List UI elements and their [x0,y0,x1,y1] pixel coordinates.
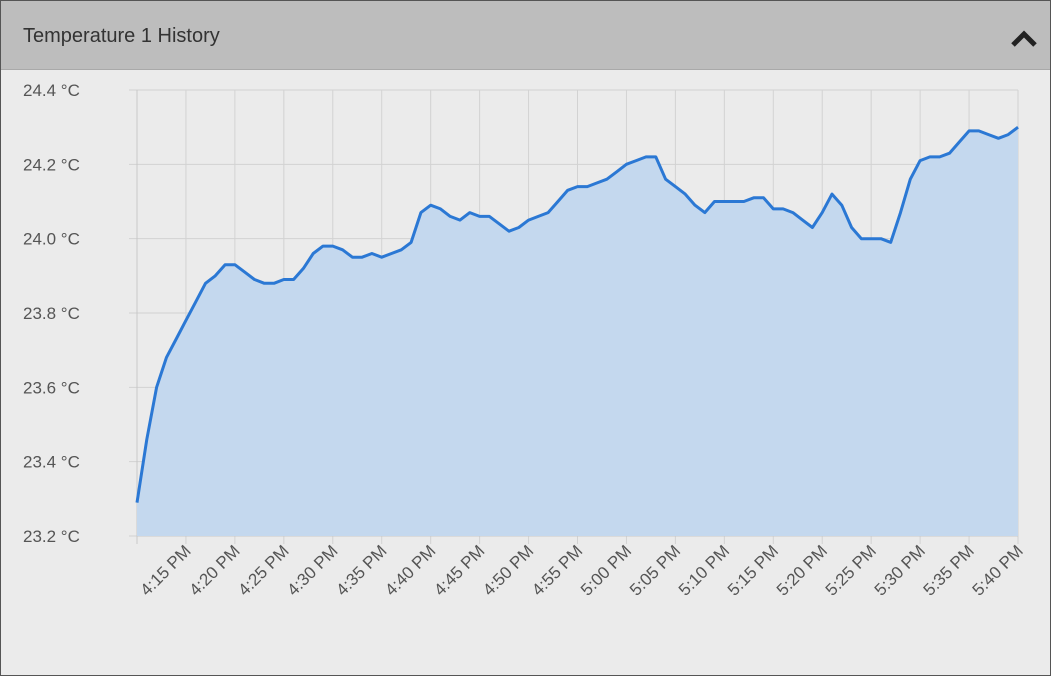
x-tick-label: 5:35 PM [920,541,978,599]
area [137,127,1018,536]
y-tick-label: 24.4 °C [23,81,80,100]
chart: 23.2 °C 23.4 °C 23.6 °C 23.8 °C 24.0 °C 24.2 … [23,81,1027,600]
x-tick-label: 4:20 PM [186,541,244,599]
x-tick-label: 4:55 PM [528,541,586,599]
x-tick-label: 5:00 PM [577,541,635,599]
x-tick-label: 5:10 PM [675,541,733,599]
y-tick-label: 23.2 °C [23,527,80,546]
line [135,126,1019,503]
y-tick-label: 23.8 °C [23,304,80,323]
x-tick-label: 4:45 PM [430,541,488,599]
x-tick-label: 4:15 PM [137,541,195,599]
x-tick-label: 4:25 PM [234,541,292,599]
x-tick-label: 4:40 PM [381,541,439,599]
y-tick-label: 24.2 °C [23,155,80,174]
panel-title: Temperature 1 History [23,25,220,47]
x-tick-label: 5:30 PM [871,541,929,599]
x-tick-label: 5:25 PM [822,541,880,599]
panel-header[interactable]: Temperature 1 History [1,1,1050,70]
y-tick-label: 24.0 °C [23,230,80,249]
x-tick-label: 5:05 PM [626,541,684,599]
x-tick-label: 5:40 PM [969,541,1027,599]
x-tick-label: 4:35 PM [332,541,390,599]
x-tick-label: 5:15 PM [724,541,782,599]
y-tick-label: 23.6 °C [23,378,80,397]
x-tick-label: 4:30 PM [283,541,341,599]
x-tick-label: 4:50 PM [479,541,537,599]
collapse-icon[interactable] [1009,29,1039,49]
y-tick-label: 23.4 °C [23,453,80,472]
x-tick-label: 5:20 PM [773,541,831,599]
